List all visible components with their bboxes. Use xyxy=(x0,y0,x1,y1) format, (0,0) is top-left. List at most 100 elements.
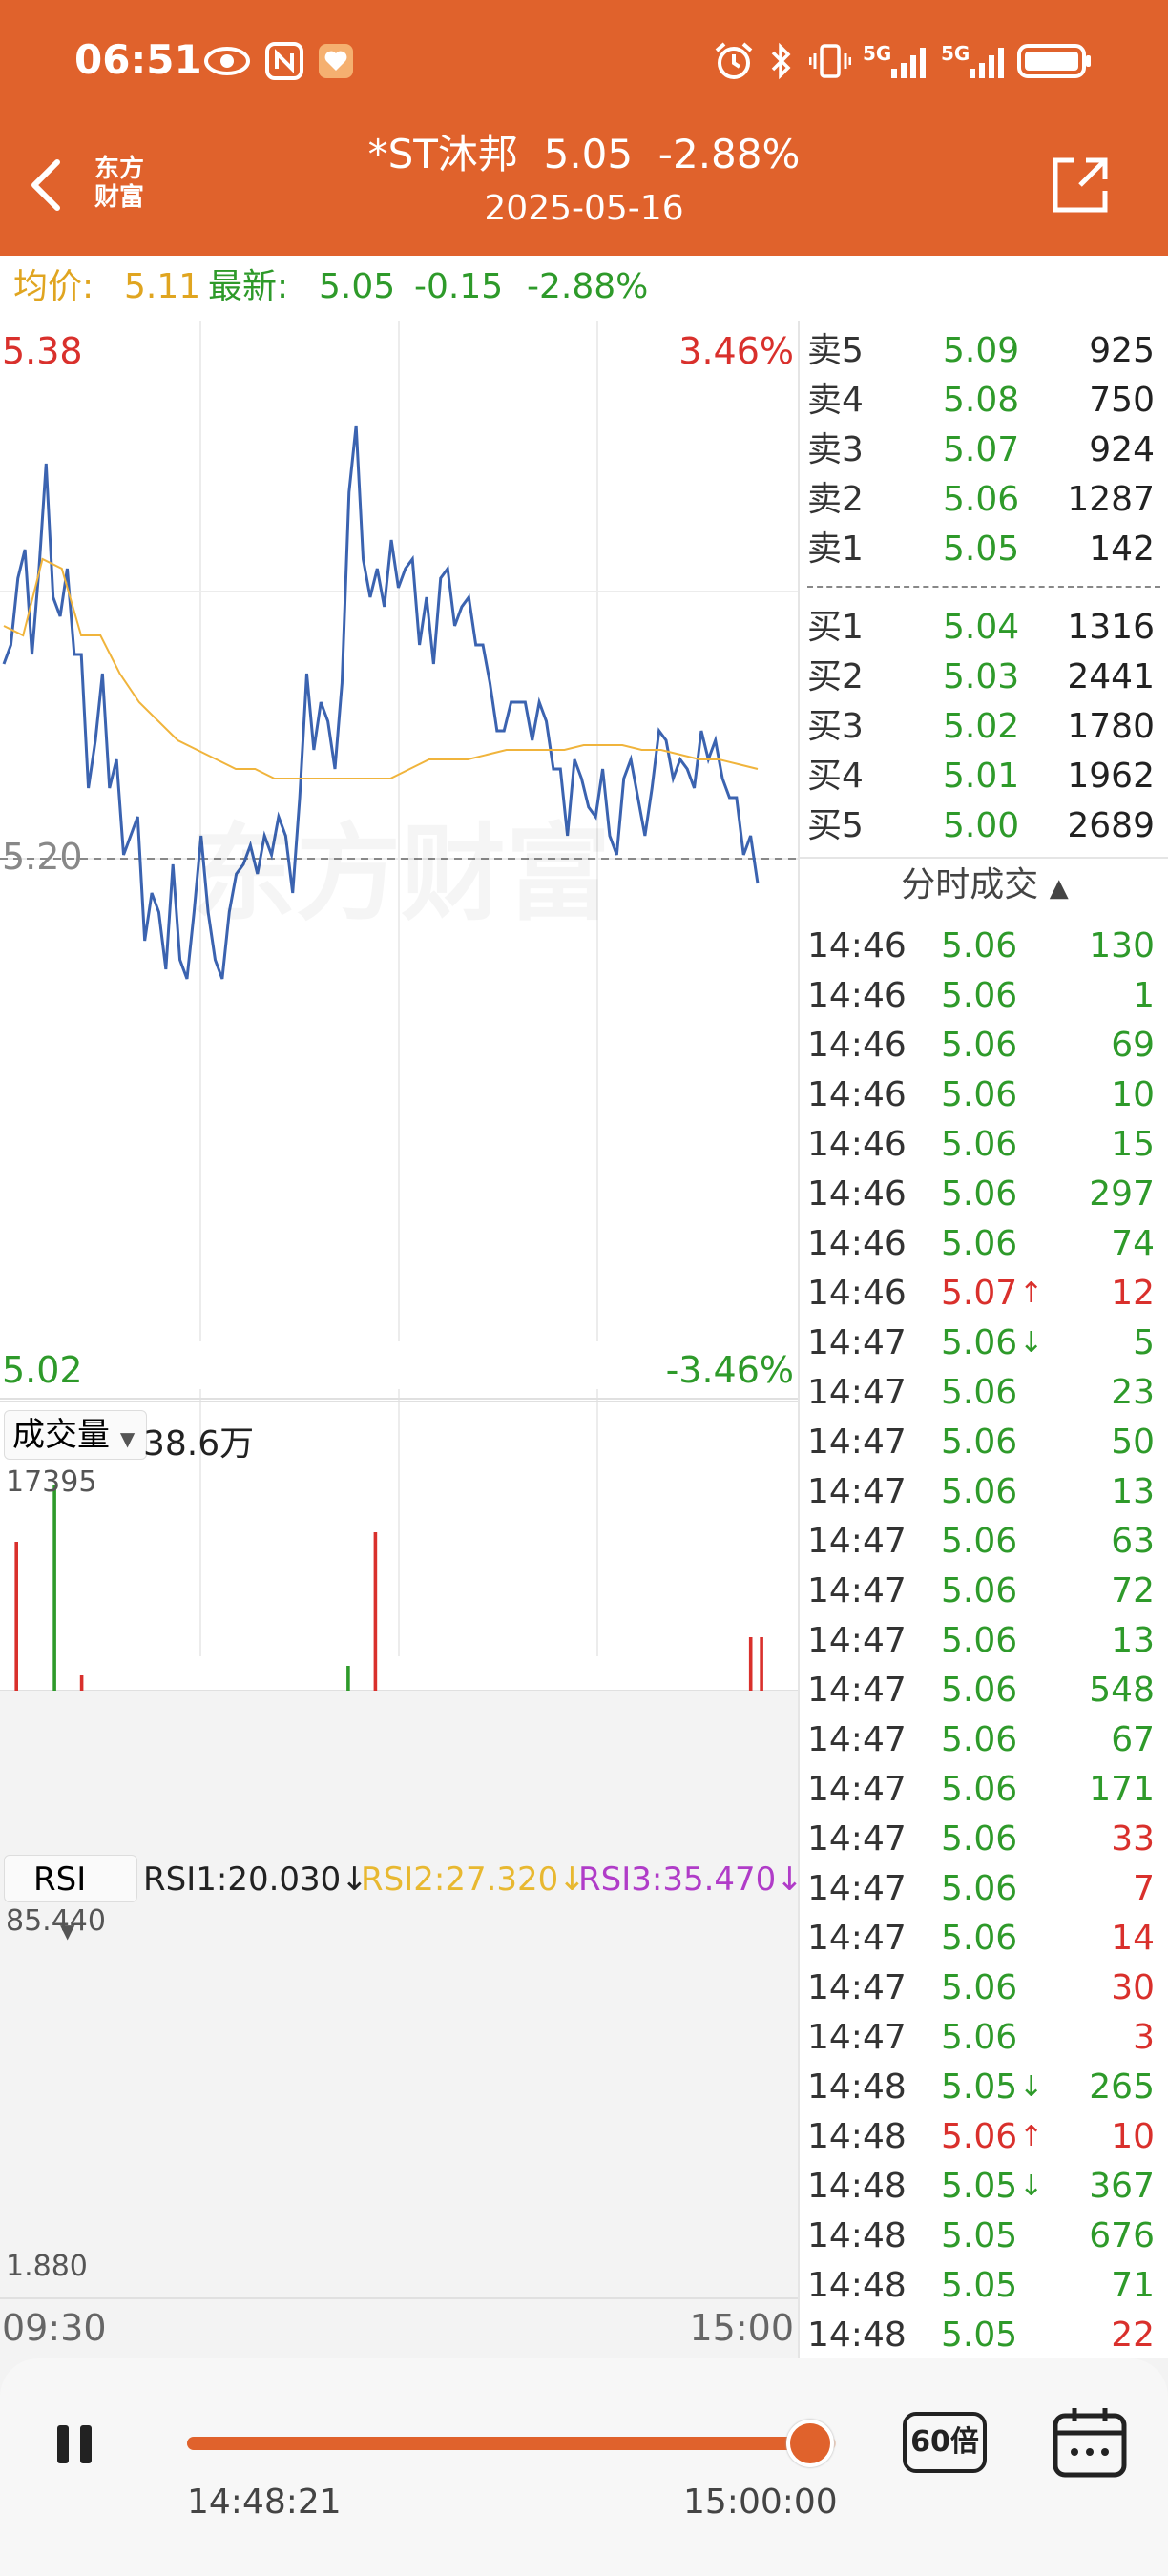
volume-max-label: 17395 xyxy=(6,1465,97,1499)
trade-volume: 548 xyxy=(1089,1671,1155,1710)
progress-knob[interactable] xyxy=(785,2420,834,2467)
ask-level: 卖5 xyxy=(807,331,864,370)
order-book-divider xyxy=(807,586,1160,588)
trade-time: 14:47 xyxy=(807,1323,907,1362)
trade-price: 5.06 xyxy=(941,1075,1018,1114)
trade-row: 14:47 5.06 3 xyxy=(800,2013,1168,2063)
latest-label: 最新: xyxy=(208,267,289,306)
change-value: -0.15 xyxy=(414,267,504,306)
bid-volume: 1316 xyxy=(1067,608,1155,647)
trade-volume: 5 xyxy=(1133,1323,1155,1362)
down-arrow-icon: ↓ xyxy=(558,1860,586,1899)
trade-volume: 171 xyxy=(1089,1770,1155,1809)
trade-volume: 14 xyxy=(1111,1919,1155,1958)
rsi2-text: RSI2:27.320 xyxy=(361,1860,559,1899)
trade-row: 14:48 5.05 ↓ 367 xyxy=(800,2162,1168,2212)
trade-price: 5.06 xyxy=(941,976,1018,1015)
bid-level: 买4 xyxy=(807,757,864,796)
price-line-layer xyxy=(2,425,760,980)
trade-time: 14:47 xyxy=(807,1671,907,1710)
calendar-icon xyxy=(1053,2408,1127,2478)
volume-bar xyxy=(373,1532,378,1691)
trade-row: 14:47 5.06 548 xyxy=(800,1666,1168,1715)
trade-price: 5.06 xyxy=(941,1919,1018,1958)
price-low-label: 5.02 xyxy=(2,1349,83,1391)
trade-volume: 63 xyxy=(1111,1522,1155,1561)
status-time: 06:51 xyxy=(74,36,202,83)
ask-level: 卖2 xyxy=(807,480,864,519)
trade-volume: 7 xyxy=(1133,1869,1155,1908)
trade-price: 5.06 xyxy=(941,1224,1018,1263)
change-percent: -2.88% xyxy=(527,267,649,306)
trade-price: 5.06 xyxy=(941,1770,1018,1809)
trades-header-label: 分时成交 xyxy=(901,865,1039,904)
trade-time: 14:47 xyxy=(807,1423,907,1462)
ask-row: 卖3 5.07 924 xyxy=(800,426,1168,475)
quote-info-bar: 均价: 5.11 最新: 5.05 -0.15 -2.88% xyxy=(0,256,1168,322)
trade-time: 14:46 xyxy=(807,926,907,966)
latest-value: 5.05 xyxy=(319,267,396,306)
trade-volume: 74 xyxy=(1111,1224,1155,1263)
trade-time: 14:47 xyxy=(807,1968,907,2007)
volume-header: 成交量 ▼ 38.6万 xyxy=(0,1401,798,1469)
bid-level: 买5 xyxy=(807,806,864,845)
trade-price: 5.07 xyxy=(941,1274,1018,1313)
progress-fill xyxy=(187,2437,810,2450)
progress-track[interactable] xyxy=(187,2437,836,2450)
rsi-max-label: 85.440 xyxy=(6,1904,106,1938)
playback-end-time: 15:00:00 xyxy=(683,2483,838,2522)
calendar-button[interactable] xyxy=(1050,2404,1130,2481)
rsi1-text: RSI1:20.030 xyxy=(143,1860,342,1899)
volume-bars-layer xyxy=(14,1485,763,1691)
volume-selector[interactable]: 成交量 ▼ xyxy=(4,1410,147,1460)
pause-button[interactable] xyxy=(50,2418,101,2471)
trade-volume: 22 xyxy=(1111,2316,1155,2355)
trade-time: 14:47 xyxy=(807,1621,907,1660)
rsi-selector[interactable]: RSI ▼ xyxy=(4,1855,137,1942)
trade-direction-icon: ↓ xyxy=(1019,2170,1044,2203)
intraday-chart-svg xyxy=(0,321,798,1691)
ask-price: 5.07 xyxy=(943,430,1020,469)
trade-direction-icon: ↑ xyxy=(1019,1277,1044,1310)
trade-row: 14:47 5.06 63 xyxy=(800,1517,1168,1567)
battery-icon xyxy=(1017,42,1094,80)
trade-volume: 1 xyxy=(1133,976,1155,1015)
volume-bar xyxy=(52,1485,56,1691)
trade-price: 5.06 xyxy=(941,1373,1018,1412)
trade-price: 5.05 xyxy=(941,2316,1018,2355)
price-ref-label: 5.20 xyxy=(2,836,83,878)
speed-button[interactable]: 60倍 xyxy=(903,2412,987,2473)
trade-time: 14:47 xyxy=(807,1472,907,1511)
rsi3-text: RSI3:35.470 xyxy=(578,1860,777,1899)
trade-volume: 67 xyxy=(1111,1720,1155,1759)
back-button[interactable] xyxy=(17,151,78,219)
trade-time: 14:46 xyxy=(807,1075,907,1114)
trade-volume: 50 xyxy=(1111,1423,1155,1462)
trade-price: 5.06 xyxy=(941,1472,1018,1511)
bid-price: 5.02 xyxy=(943,707,1020,746)
trades-header[interactable]: 分时成交 ▲ xyxy=(800,859,1168,912)
ask-volume: 1287 xyxy=(1067,480,1155,519)
alarm-icon xyxy=(712,42,756,80)
bid-row: 买5 5.00 2689 xyxy=(800,801,1168,851)
pct-high-label: 3.46% xyxy=(678,330,794,372)
bid-price: 5.03 xyxy=(943,657,1020,696)
ask-row: 卖2 5.06 1287 xyxy=(800,475,1168,525)
trade-time: 14:46 xyxy=(807,1224,907,1263)
trade-time: 14:48 xyxy=(807,2266,907,2305)
dropdown-arrow-icon: ▼ xyxy=(60,1920,75,1942)
trade-row: 14:47 5.06 67 xyxy=(800,1715,1168,1765)
time-start-label: 09:30 xyxy=(2,2307,107,2349)
volume-bar xyxy=(14,1542,18,1691)
volume-selector-label: 成交量 xyxy=(12,1416,110,1454)
trade-time: 14:46 xyxy=(807,1174,907,1214)
ask-price: 5.05 xyxy=(943,530,1020,569)
trade-price: 5.06 xyxy=(941,1125,1018,1164)
share-button[interactable] xyxy=(1046,151,1115,219)
rsi-selector-label: RSI xyxy=(33,1860,87,1899)
ask-row: 卖5 5.09 925 xyxy=(800,326,1168,376)
trade-price: 5.06 xyxy=(941,2018,1018,2057)
trade-volume: 10 xyxy=(1111,2117,1155,2156)
ask-price: 5.06 xyxy=(943,480,1020,519)
